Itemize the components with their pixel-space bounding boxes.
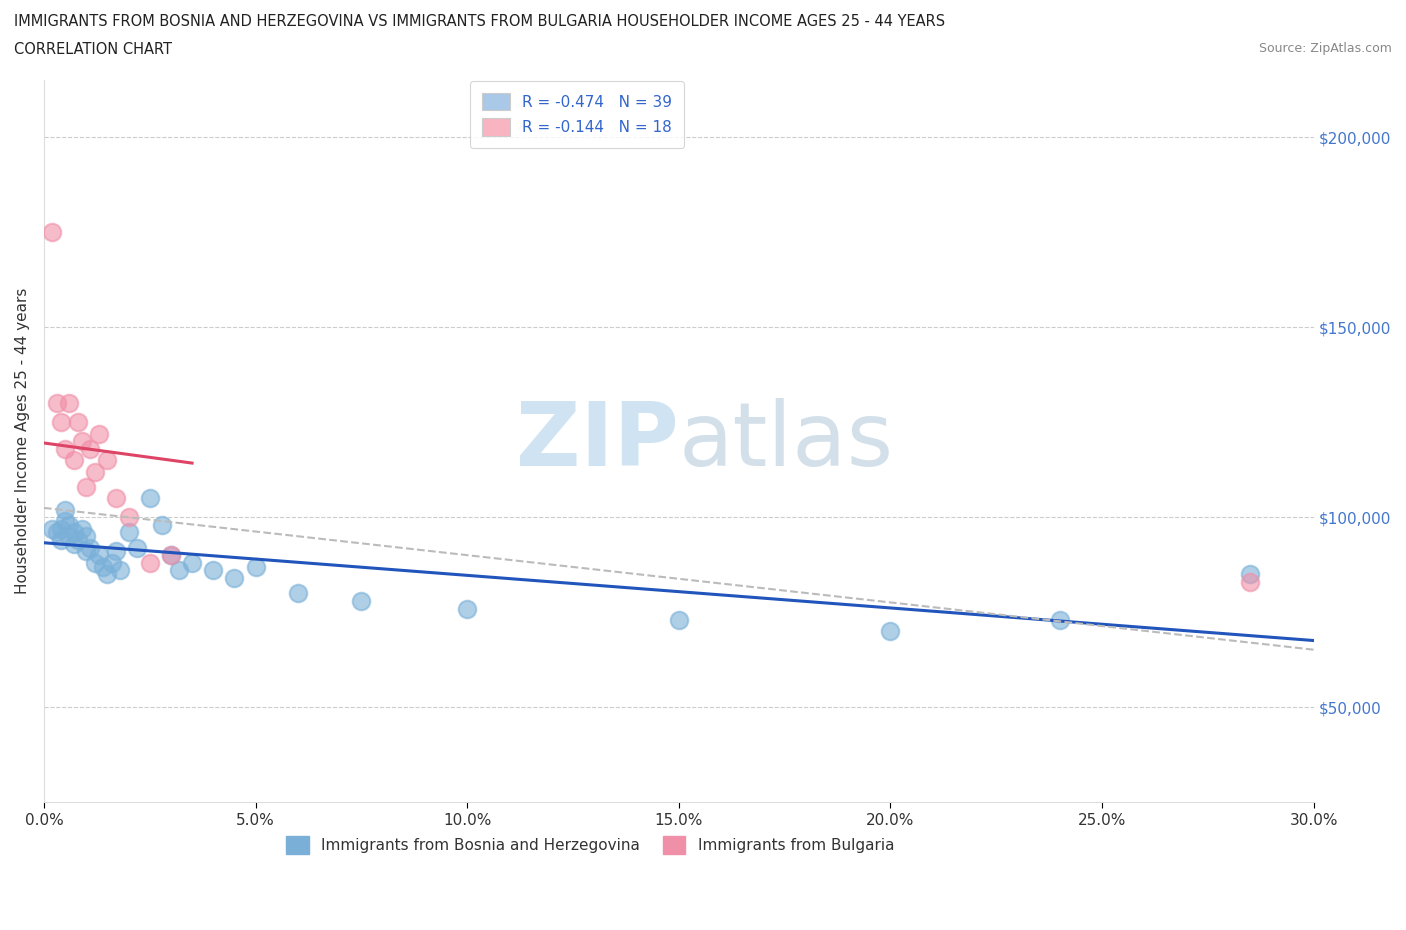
Point [62,453,84,468]
Point [62,537,84,551]
Point [58,517,80,532]
Point [53,502,76,517]
Point [202,563,225,578]
Point [456,601,478,616]
Point [138,555,160,570]
Point [181,555,204,570]
Point [79,442,101,457]
Point [108,563,131,578]
Point [66,533,89,548]
Point [66,415,89,430]
Point [83,464,105,479]
Point [668,613,690,628]
Legend: Immigrants from Bosnia and Herzegovina, Immigrants from Bulgaria: Immigrants from Bosnia and Herzegovina, … [280,830,900,859]
Point [879,624,901,639]
Point [75,544,97,559]
Point [117,510,139,525]
Point [79,540,101,555]
Point [104,491,127,506]
Point [58,396,80,411]
Point [160,548,183,563]
Point [91,559,114,574]
Point [87,426,110,441]
Point [169,563,191,578]
Point [96,567,118,582]
Text: IMMIGRANTS FROM BOSNIA AND HERZEGOVINA VS IMMIGRANTS FROM BULGARIA HOUSEHOLDER I: IMMIGRANTS FROM BOSNIA AND HERZEGOVINA V… [14,14,945,29]
Point [1239,575,1261,590]
Point [49,521,72,536]
Point [125,540,148,555]
Point [70,521,93,536]
Point [49,533,72,548]
Text: CORRELATION CHART: CORRELATION CHART [14,42,172,57]
Point [224,571,246,586]
Point [245,559,267,574]
Point [350,593,373,608]
Point [75,480,97,495]
Point [117,525,139,540]
Point [45,396,67,411]
Point [49,415,72,430]
Point [138,491,160,506]
Point [104,544,127,559]
Point [70,433,93,448]
Point [41,225,63,240]
Point [83,555,105,570]
Point [152,517,174,532]
Point [87,548,110,563]
Point [58,529,80,544]
Text: Source: ZipAtlas.com: Source: ZipAtlas.com [1258,42,1392,55]
Point [62,525,84,540]
Point [45,525,67,540]
Point [1239,567,1261,582]
Point [53,442,76,457]
Text: ZIP: ZIP [516,398,679,485]
Point [53,513,76,528]
Y-axis label: Householder Income Ages 25 - 44 years: Householder Income Ages 25 - 44 years [15,288,30,594]
Point [1049,613,1071,628]
Point [160,548,183,563]
Point [41,521,63,536]
Text: atlas: atlas [679,398,894,485]
Point [96,453,118,468]
Point [100,555,122,570]
Point [287,586,309,601]
Point [75,529,97,544]
